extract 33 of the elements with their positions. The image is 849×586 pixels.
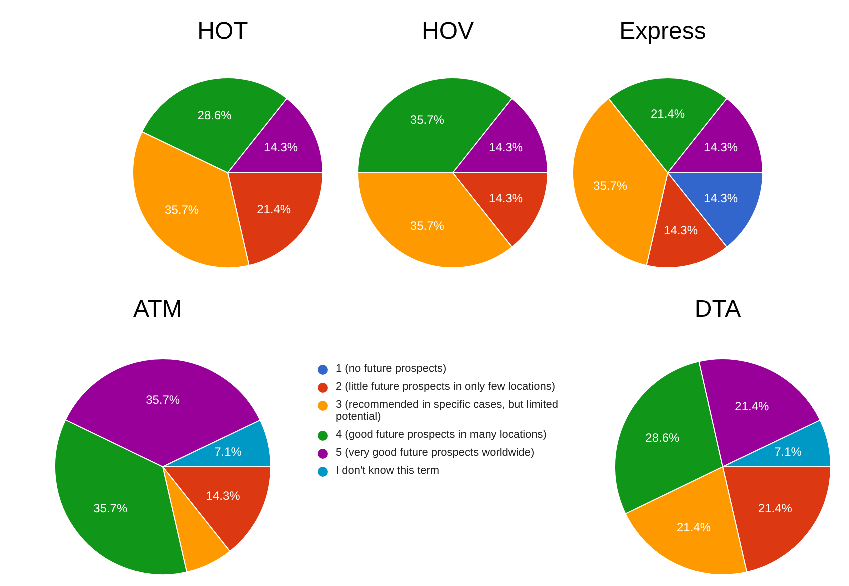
data-label: 14.3% xyxy=(264,140,298,154)
data-label: 7.1% xyxy=(214,445,242,460)
data-label: 14.3% xyxy=(664,223,698,238)
chart-title: ATM xyxy=(132,296,184,324)
legend-label: I don't know this term xyxy=(336,465,440,477)
chart-title: DTA xyxy=(694,296,742,324)
data-label: 35.7% xyxy=(594,179,628,194)
data-label: 14.3% xyxy=(704,192,738,206)
legend-label: 4 (good future prospects in many locations) xyxy=(336,429,547,441)
legend-label: 1 (no future prospects) xyxy=(336,363,447,375)
legend-label: 3 (recommended in specific cases, but limited potential) xyxy=(336,399,560,423)
legend-label: 5 (very good future prospects worldwide) xyxy=(336,447,535,459)
data-label: 7.1% xyxy=(774,445,802,460)
data-label: 35.7% xyxy=(410,219,445,234)
data-label: 21.4% xyxy=(650,107,686,122)
data-label: 35.7% xyxy=(94,502,128,516)
data-label: 35.7% xyxy=(410,112,445,127)
data-label: 21.4% xyxy=(758,502,793,516)
chart-title: HOT xyxy=(196,18,250,46)
chart-title: HOV xyxy=(420,18,475,46)
data-label: 14.3% xyxy=(704,140,738,154)
data-label: 28.6% xyxy=(646,430,680,445)
data-label: 35.7% xyxy=(146,393,180,408)
data-label: 35.7% xyxy=(165,202,200,217)
data-label: 21.4% xyxy=(257,202,292,217)
data-label: 14.3% xyxy=(206,489,241,504)
data-label: 21.4% xyxy=(676,520,712,534)
legend-label: 2 (little future prospects in only few locations) xyxy=(336,381,556,393)
data-label: 14.3% xyxy=(489,192,524,206)
data-label: 14.3% xyxy=(489,140,524,154)
data-label: 28.6% xyxy=(198,108,232,123)
data-label: 21.4% xyxy=(735,400,770,414)
chart-title: Express xyxy=(618,18,708,46)
